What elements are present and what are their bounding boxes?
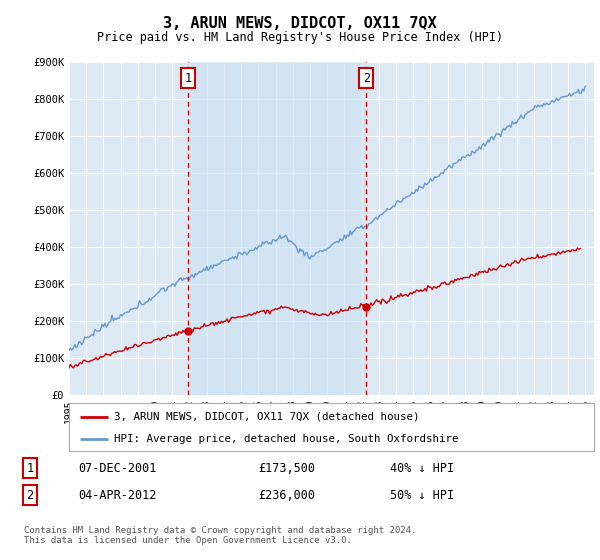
Text: 1: 1 (185, 72, 191, 85)
Text: Contains HM Land Registry data © Crown copyright and database right 2024.
This d: Contains HM Land Registry data © Crown c… (24, 526, 416, 545)
Text: 04-APR-2012: 04-APR-2012 (78, 488, 157, 502)
Text: 2: 2 (26, 488, 34, 502)
Text: £173,500: £173,500 (258, 461, 315, 475)
Text: 3, ARUN MEWS, DIDCOT, OX11 7QX: 3, ARUN MEWS, DIDCOT, OX11 7QX (163, 16, 437, 31)
Text: 3, ARUN MEWS, DIDCOT, OX11 7QX (detached house): 3, ARUN MEWS, DIDCOT, OX11 7QX (detached… (113, 412, 419, 422)
Text: 07-DEC-2001: 07-DEC-2001 (78, 461, 157, 475)
Text: £236,000: £236,000 (258, 488, 315, 502)
Text: HPI: Average price, detached house, South Oxfordshire: HPI: Average price, detached house, Sout… (113, 434, 458, 444)
Text: 50% ↓ HPI: 50% ↓ HPI (390, 488, 454, 502)
Bar (188, 62, 366, 395)
Text: 2: 2 (363, 72, 370, 85)
Text: 40% ↓ HPI: 40% ↓ HPI (390, 461, 454, 475)
Text: 1: 1 (26, 461, 34, 475)
Text: Price paid vs. HM Land Registry's House Price Index (HPI): Price paid vs. HM Land Registry's House … (97, 31, 503, 44)
